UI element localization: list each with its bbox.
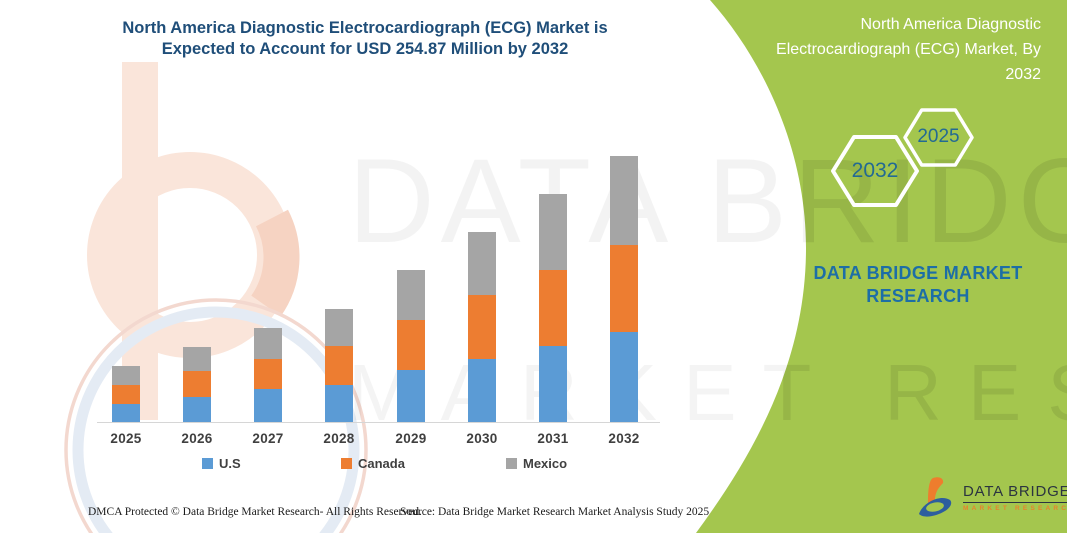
x-axis-label-2025: 2025	[110, 431, 142, 446]
x-axis-label-2027: 2027	[252, 431, 284, 446]
legend-item-us: U.S	[202, 456, 241, 471]
x-axis-label-2028: 2028	[323, 431, 355, 446]
panel-watermark-line1: DATA BRIDGE	[348, 134, 1067, 268]
x-axis-label-2031: 2031	[537, 431, 569, 446]
bar-segment-mexico-2028	[325, 308, 353, 347]
bar-segment-mexico-2025	[112, 365, 140, 385]
legend-swatch-icon	[506, 458, 517, 469]
bar-segment-us-2026	[183, 396, 211, 422]
bar-segment-mexico-2029	[397, 270, 425, 321]
bar-segment-canada-2028	[325, 346, 353, 385]
x-axis-label-2032: 2032	[608, 431, 640, 446]
bar-segment-canada-2029	[397, 320, 425, 370]
logo-text-block: DATA BRIDGE MARKET RESEARCH	[963, 483, 1067, 512]
x-axis-label-2029: 2029	[395, 431, 427, 446]
x-axis-label-2026: 2026	[181, 431, 213, 446]
legend-item-canada: Canada	[341, 456, 405, 471]
legend-swatch-icon	[341, 458, 352, 469]
bar-segment-us-2029	[397, 370, 425, 422]
bar-segment-us-2032	[610, 331, 638, 422]
bar-segment-us-2028	[325, 384, 353, 422]
chart-title-line1: North America Diagnostic Electrocardiogr…	[122, 19, 608, 37]
panel-watermark-line2: MARKET RESEARCH	[348, 348, 1067, 437]
x-axis-label-2030: 2030	[466, 431, 498, 446]
legend-label: Canada	[358, 456, 405, 471]
legend-label: U.S	[219, 456, 241, 471]
legend-item-mexico: Mexico	[506, 456, 567, 471]
legend-swatch-icon	[202, 458, 213, 469]
bar-segment-us-2031	[539, 346, 567, 422]
bar-segment-canada-2027	[254, 358, 282, 389]
bar-segment-mexico-2030	[468, 231, 496, 295]
bar-segment-canada-2031	[539, 270, 567, 347]
bar-segment-mexico-2026	[183, 346, 211, 371]
logo-subtitle: MARKET RESEARCH	[963, 504, 1067, 512]
bar-segment-us-2030	[468, 359, 496, 422]
bar-segment-canada-2026	[183, 370, 211, 397]
hexagon-2025-icon	[903, 108, 974, 167]
dbmr-ghost-logo-icon	[64, 62, 368, 533]
dbmr-logo: DATA BRIDGE MARKET RESEARCH	[916, 476, 1067, 518]
bar-segment-us-2027	[254, 388, 282, 422]
bar-segment-canada-2030	[468, 294, 496, 360]
footer-source-text: Source: Data Bridge Market Research Mark…	[400, 506, 710, 518]
logo-title: DATA BRIDGE	[963, 483, 1067, 503]
hexagon-2032-icon	[831, 135, 919, 207]
watermark-text-line2: MARKET RESEARCH	[348, 348, 1067, 437]
chart-title-line2: Expected to Account for USD 254.87 Milli…	[161, 40, 569, 58]
x-axis-line	[97, 422, 660, 423]
green-panel-shape	[696, 0, 1067, 533]
bar-segment-canada-2025	[112, 385, 140, 404]
bar-segment-us-2025	[112, 403, 140, 422]
hexagon-2025-label: 2025	[917, 126, 960, 147]
hexagon-2032-label: 2032	[851, 159, 899, 182]
bar-segment-mexico-2031	[539, 194, 567, 271]
logo-b-icon	[919, 477, 952, 517]
legend-label: Mexico	[523, 456, 568, 471]
bar-segment-mexico-2027	[254, 327, 282, 359]
panel-title: North America Diagnostic Electrocardiogr…	[776, 16, 1041, 83]
bar-segment-canada-2032	[610, 244, 638, 332]
chart-title: North America Diagnostic Electrocardiogr…	[100, 18, 630, 60]
watermark-text-line1: DATA BRIDGE	[348, 134, 1067, 268]
brand-text: DATA BRIDGE MARKET RESEARCH	[813, 263, 1023, 306]
bar-segment-mexico-2032	[610, 156, 638, 245]
footer-dmca-text: DMCA Protected © Data Bridge Market Rese…	[88, 506, 422, 518]
